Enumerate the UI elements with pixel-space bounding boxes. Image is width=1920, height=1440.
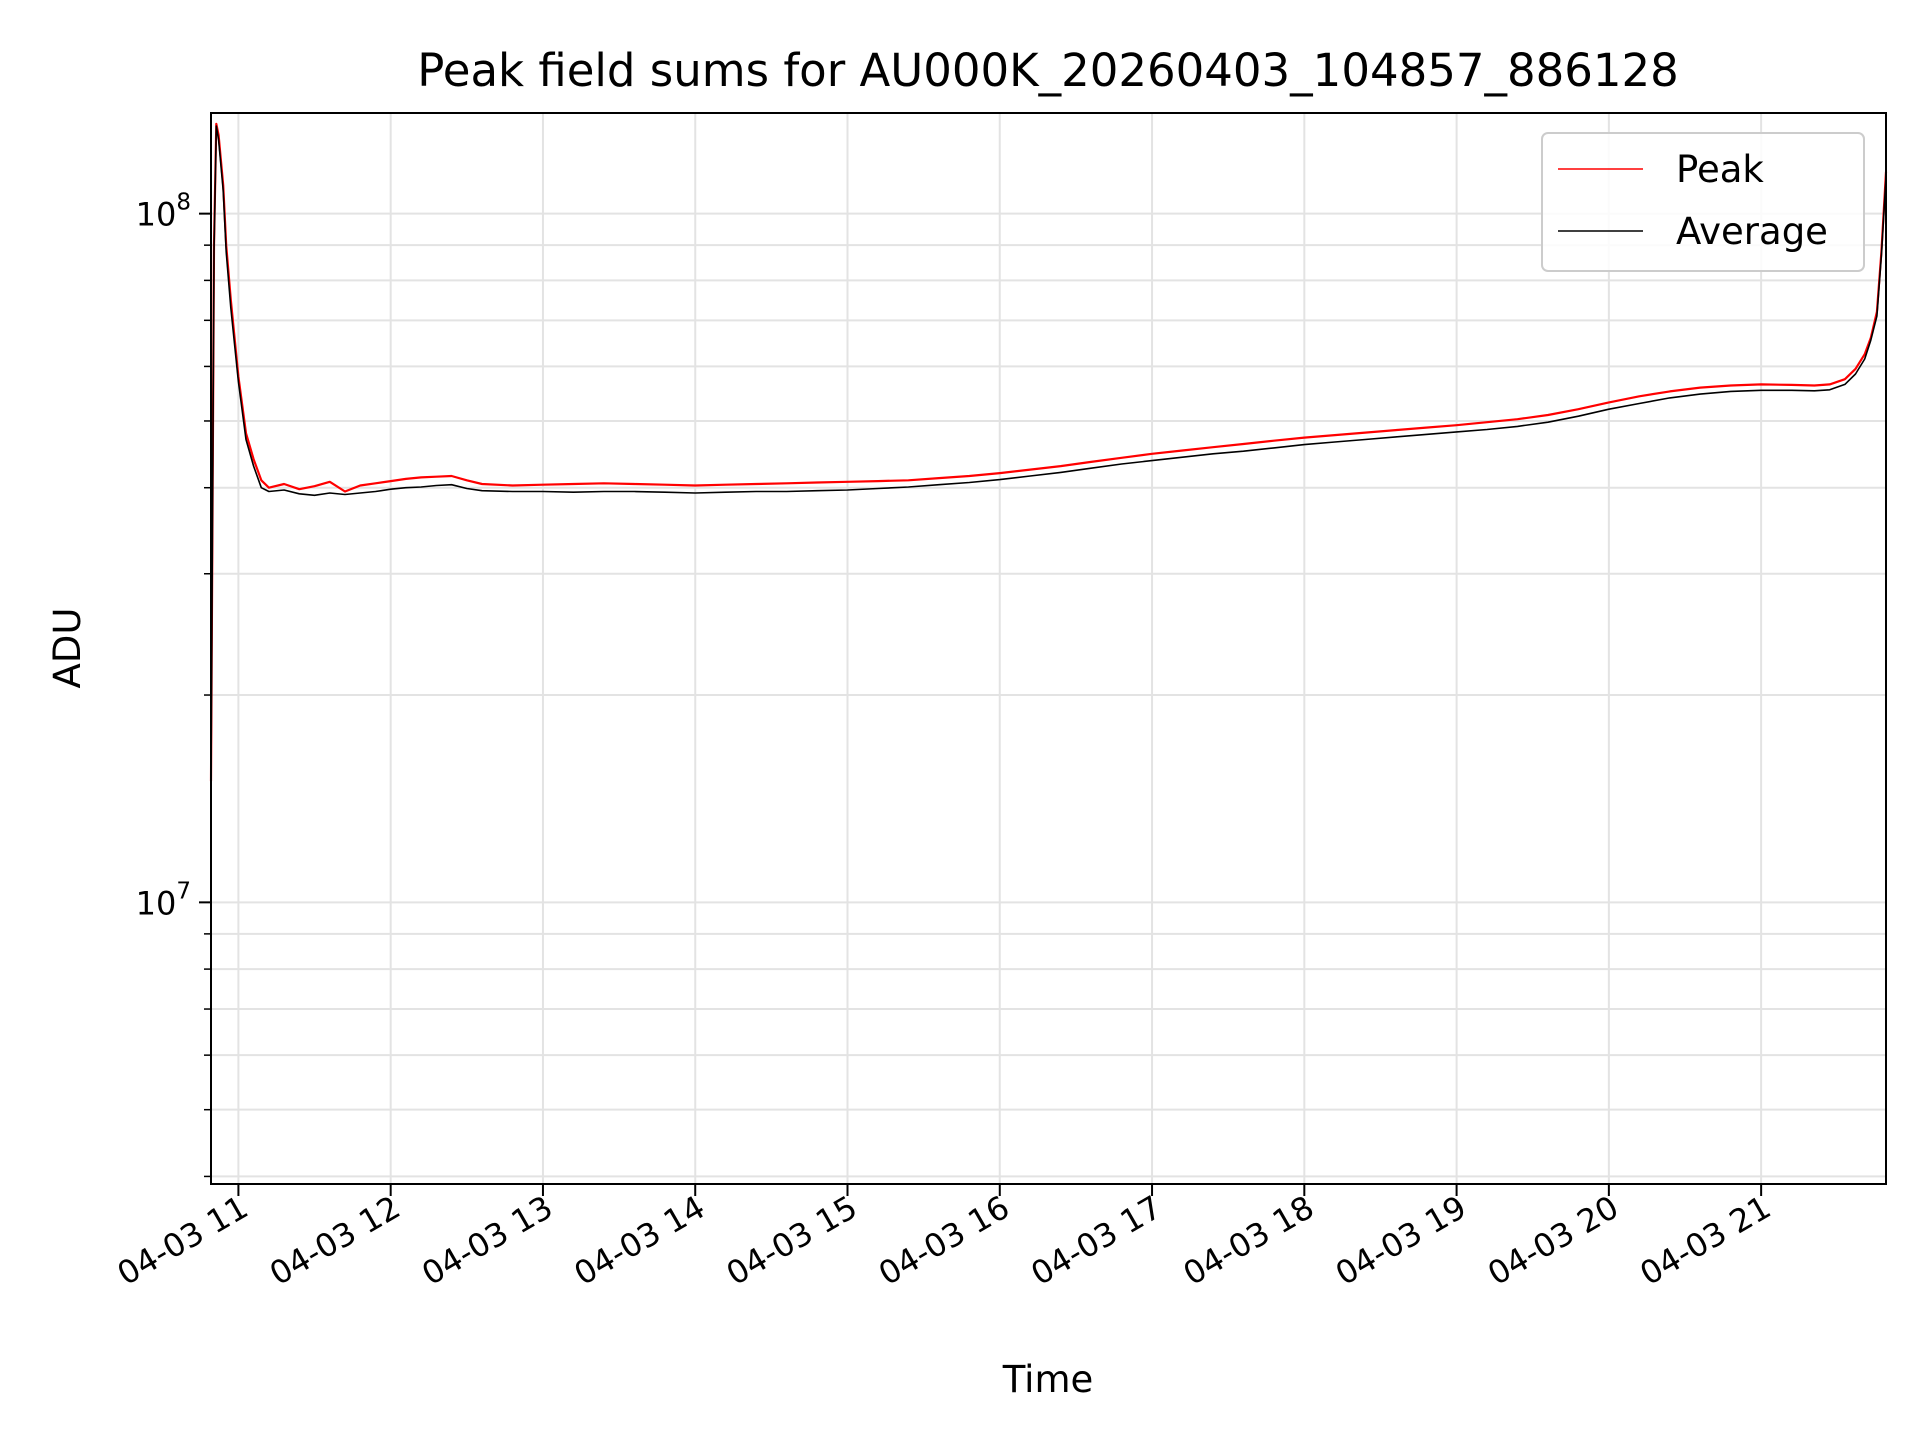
legend: Peak Average bbox=[1541, 132, 1865, 272]
legend-box bbox=[1541, 132, 1865, 272]
legend-label-peak: Peak bbox=[1676, 148, 1764, 191]
y-axis-label: ADU bbox=[46, 608, 89, 689]
plot-frame bbox=[210, 112, 1887, 1185]
series-line-peak bbox=[209, 122, 1888, 782]
legend-label-average: Average bbox=[1676, 210, 1828, 253]
x-axis-label: Time bbox=[1002, 1358, 1094, 1401]
series-lines bbox=[209, 122, 1888, 782]
chart-title: Peak field sums for AU000K_20260403_1048… bbox=[417, 44, 1679, 97]
grid bbox=[211, 113, 1886, 1184]
series-line-average bbox=[210, 125, 1887, 782]
